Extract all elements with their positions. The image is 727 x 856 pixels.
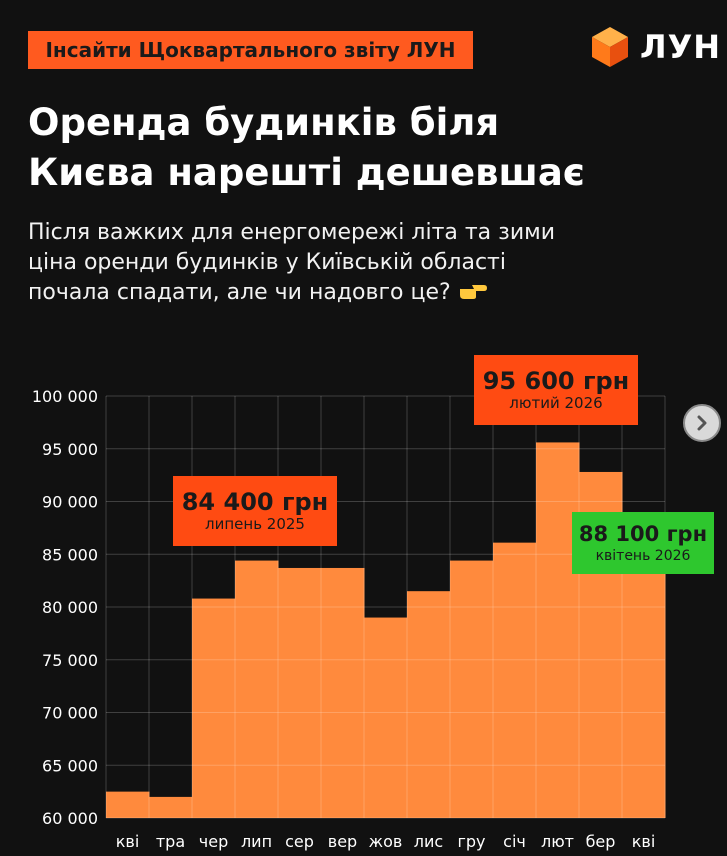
page-title: Оренда будинків біля Києва нарешті дешев… <box>28 98 668 198</box>
y-tick-label: 80 000 <box>42 598 98 617</box>
y-tick-label: 90 000 <box>42 493 98 512</box>
x-tick-label: кві <box>116 832 140 851</box>
callout-february-2026: 95 600 грн лютий 2026 <box>474 355 638 425</box>
y-tick-label: 100 000 <box>32 387 98 406</box>
x-tick-label: січ <box>503 832 526 851</box>
callout-label: лютий 2026 <box>509 394 603 412</box>
bar-9 <box>493 542 537 818</box>
x-tick-label: гру <box>457 832 485 851</box>
lun-cube-icon <box>592 27 628 67</box>
y-tick-label: 75 000 <box>42 651 98 670</box>
bar-8 <box>450 560 494 818</box>
bar-5 <box>321 567 365 818</box>
y-tick-label: 70 000 <box>42 704 98 723</box>
callout-value: 88 100 грн <box>578 522 708 546</box>
bar-3 <box>235 560 279 818</box>
y-tick-label: 95 000 <box>42 440 98 459</box>
y-tick-label: 85 000 <box>42 545 98 564</box>
pointing-hand-icon <box>459 285 487 299</box>
y-tick-label: 60 000 <box>42 809 98 828</box>
rent-price-chart: 60 000 65 000 70 000 75 000 80 000 85 000 90 0… <box>0 350 727 856</box>
y-tick-label: 65 000 <box>42 756 98 775</box>
title-line-2: Києва нарешті дешевшає <box>28 151 585 194</box>
x-tick-label: жов <box>369 832 403 851</box>
lun-logo[interactable]: ЛУН <box>590 25 721 69</box>
report-badge: Інсайти Щоквартального звіту ЛУН <box>28 31 473 69</box>
x-tick-label: чер <box>199 832 228 851</box>
callout-july-2025: 84 400 грн липень 2025 <box>173 476 337 546</box>
x-tick-label: бер <box>586 832 616 851</box>
x-tick-label: вер <box>328 832 357 851</box>
subtitle-line-2: ціна оренди будинків у Київській області <box>28 250 506 275</box>
next-slide-button[interactable] <box>683 404 721 442</box>
bar-4 <box>278 567 322 818</box>
x-tick-label: лип <box>241 832 272 851</box>
subtitle-line-3: почала спадати, але чи надовго це? <box>28 278 688 308</box>
x-tick-label: лют <box>541 832 574 851</box>
callout-label: липень 2025 <box>205 515 305 533</box>
callout-label: квітень 2026 <box>595 548 691 564</box>
bar-6 <box>364 617 408 818</box>
logo-text: ЛУН <box>640 28 722 66</box>
subtitle-line-1: Після важких для енергомережі літа та зи… <box>28 220 556 245</box>
bar-0 <box>106 791 150 818</box>
subtitle: Після важких для енергомережі літа та зи… <box>28 218 688 308</box>
callout-april-2026: 88 100 грн квітень 2026 <box>572 512 714 574</box>
chevron-right-icon <box>697 415 707 431</box>
bar-7 <box>407 591 451 818</box>
x-tick-label: сер <box>285 832 314 851</box>
x-tick-label: лис <box>414 832 443 851</box>
x-tick-label: кві <box>632 832 656 851</box>
title-line-1: Оренда будинків біля <box>28 101 500 144</box>
callout-value: 84 400 грн <box>181 488 329 516</box>
bar-1 <box>149 796 193 818</box>
x-tick-label: тра <box>156 832 185 851</box>
bar-10 <box>536 442 580 818</box>
callout-value: 95 600 грн <box>482 367 630 395</box>
chart-svg: 60 000 65 000 70 000 75 000 80 000 85 000 90 0… <box>32 387 666 851</box>
bar-2 <box>192 598 236 818</box>
